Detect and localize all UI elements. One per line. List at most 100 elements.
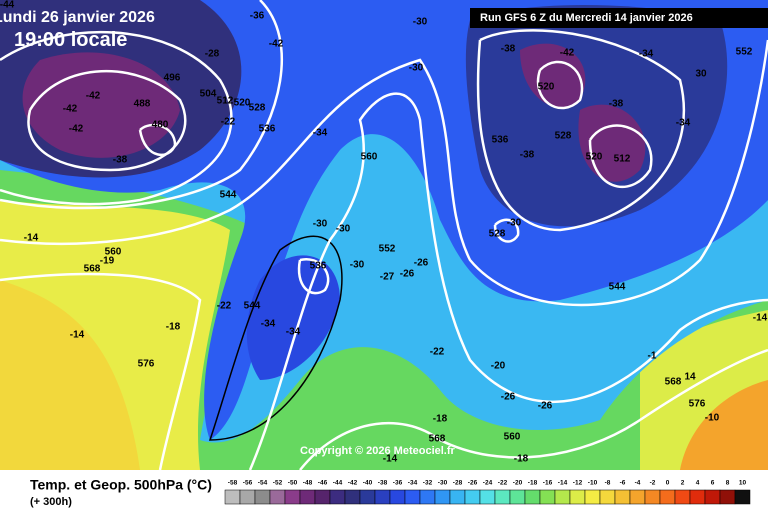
legend-swatch bbox=[254, 489, 271, 505]
legend-label: -26 bbox=[468, 480, 478, 487]
legend-swatch bbox=[494, 489, 511, 505]
contour-label: 536 bbox=[492, 135, 509, 146]
forecast-date: Lundi 26 janvier 2026 bbox=[0, 9, 155, 26]
contour-label: -18 bbox=[166, 322, 181, 333]
contour-label: 520 bbox=[538, 82, 555, 93]
legend-swatch bbox=[464, 489, 481, 505]
legend-swatch bbox=[239, 489, 256, 505]
cold-core bbox=[246, 255, 340, 380]
contour-label: -38 bbox=[113, 155, 128, 166]
forecast-time: 19:00 locale bbox=[14, 29, 127, 51]
legend-label: -16 bbox=[543, 480, 553, 487]
isohypse bbox=[297, 257, 330, 295]
legend-swatch bbox=[584, 489, 601, 505]
contour-label: -28 bbox=[205, 49, 220, 60]
legend-label: -12 bbox=[573, 480, 583, 487]
isohypse bbox=[0, 272, 202, 470]
legend-label: 4 bbox=[696, 480, 700, 487]
contour-label: -26 bbox=[501, 392, 516, 403]
contour-label: -30 bbox=[336, 224, 351, 235]
contour-label: 560 bbox=[361, 152, 378, 163]
legend-label: -30 bbox=[438, 480, 448, 487]
contour-label: 14 bbox=[684, 372, 696, 383]
legend-swatch bbox=[344, 489, 361, 505]
legend-label: -2 bbox=[650, 480, 656, 487]
contour-label: 488 bbox=[134, 99, 151, 110]
contour-label: -30 bbox=[413, 17, 428, 28]
isohypse bbox=[0, 39, 768, 307]
contour-label: -44 bbox=[0, 0, 15, 11]
legend-swatch bbox=[539, 489, 556, 505]
legend-label: -56 bbox=[243, 480, 253, 487]
legend-label: -22 bbox=[498, 480, 508, 487]
legend-swatch bbox=[659, 489, 676, 505]
contour-label: -26 bbox=[538, 401, 553, 412]
legend-label: -58 bbox=[228, 480, 238, 487]
contour-label: 536 bbox=[259, 124, 276, 135]
contour-label: 512 bbox=[614, 154, 631, 165]
legend-label: 2 bbox=[681, 480, 685, 487]
legend-label: -28 bbox=[453, 480, 463, 487]
contour-label: -34 bbox=[286, 327, 301, 338]
legend-label: 8 bbox=[726, 480, 730, 487]
contour-label: -14 bbox=[383, 454, 398, 465]
contour-label: -22 bbox=[430, 347, 445, 358]
isohypse bbox=[536, 60, 653, 188]
contour-label: -14 bbox=[24, 233, 39, 244]
legend-swatch bbox=[329, 489, 346, 505]
contour-label: -18 bbox=[514, 454, 529, 465]
legend-swatch bbox=[269, 489, 286, 505]
legend-swatch bbox=[389, 489, 406, 505]
legend-swatch bbox=[404, 489, 421, 505]
legend-label: -8 bbox=[605, 480, 611, 487]
contour-label: -18 bbox=[433, 414, 448, 425]
legend-swatch bbox=[449, 489, 466, 505]
legend-label: -50 bbox=[288, 480, 298, 487]
legend-label: -46 bbox=[318, 480, 328, 487]
legend-swatch bbox=[509, 489, 526, 505]
contour-label: -42 bbox=[269, 39, 284, 50]
contour-label: -14 bbox=[70, 330, 85, 341]
legend-swatch bbox=[614, 489, 631, 505]
contour-label: -30 bbox=[350, 260, 365, 271]
contour-label: -19 bbox=[100, 256, 115, 267]
contour-label: -30 bbox=[313, 219, 328, 230]
contour-label: 528 bbox=[489, 229, 506, 240]
contour-label: 30 bbox=[695, 69, 707, 80]
legend-swatch bbox=[719, 489, 736, 505]
legend-swatch bbox=[224, 489, 241, 505]
legend-label: -38 bbox=[378, 480, 388, 487]
contour-label: 528 bbox=[249, 103, 266, 114]
legend-swatch bbox=[734, 489, 751, 505]
legend-swatch bbox=[314, 489, 331, 505]
contour-label: -38 bbox=[501, 44, 516, 55]
contour-label: -14 bbox=[753, 313, 768, 324]
legend-label: -40 bbox=[363, 480, 373, 487]
legend-label: -20 bbox=[513, 480, 523, 487]
contour-label: -38 bbox=[520, 150, 535, 161]
contour-label: -42 bbox=[86, 91, 101, 102]
contour-label: -30 bbox=[409, 63, 424, 74]
legend-label: -44 bbox=[333, 480, 343, 487]
contour-label: 568 bbox=[665, 377, 682, 388]
isohypse bbox=[0, 30, 233, 206]
warm-zone bbox=[0, 280, 140, 470]
legend-swatch bbox=[599, 489, 616, 505]
contour-label: -10 bbox=[705, 413, 720, 424]
map bbox=[0, 0, 768, 470]
copyright: Copyright © 2026 Meteociel.fr bbox=[300, 445, 456, 457]
legend-swatch bbox=[629, 489, 646, 505]
isohypse bbox=[299, 348, 768, 470]
legend-swatch bbox=[479, 489, 496, 505]
contour-label: 544 bbox=[609, 282, 626, 293]
isohypse bbox=[248, 92, 768, 470]
legend-swatch bbox=[284, 489, 301, 505]
legend-label: -36 bbox=[393, 480, 403, 487]
legend-swatch bbox=[299, 489, 316, 505]
legend-label: 10 bbox=[739, 480, 747, 487]
run-info: Run GFS 6 Z du Mercredi 14 janvier 2026 bbox=[480, 12, 693, 24]
contour-label: -42 bbox=[63, 104, 78, 115]
legend-swatch bbox=[419, 489, 436, 505]
legend-label: 6 bbox=[711, 480, 715, 487]
contour-label: 512 bbox=[217, 96, 234, 107]
